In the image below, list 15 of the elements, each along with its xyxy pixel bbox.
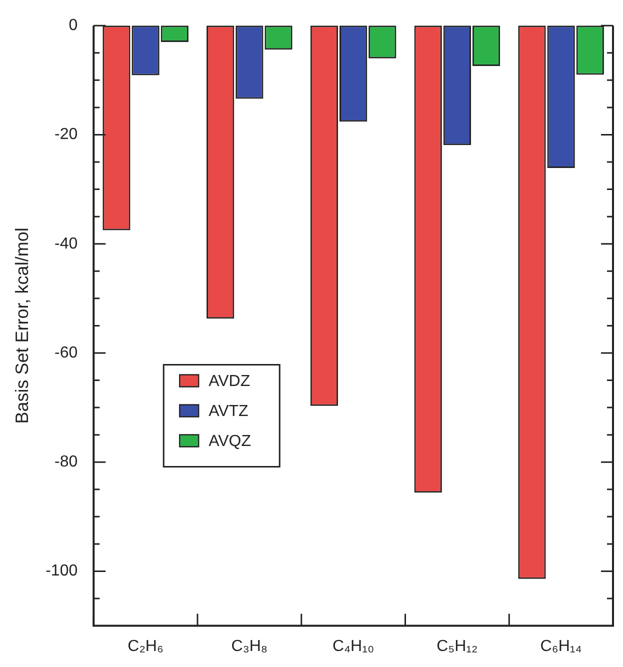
legend-label: AVQZ <box>208 433 252 450</box>
x-tick-label: C₃H₈ <box>231 638 268 655</box>
y-tick-label: -20 <box>54 126 78 144</box>
legend-label: AVDZ <box>208 373 250 390</box>
x-tick-label: C₅H₁₂ <box>436 638 478 655</box>
legend-label: AVTZ <box>208 403 249 420</box>
y-tick-label: 0 <box>68 17 78 34</box>
y-tick-label: -40 <box>54 235 78 252</box>
y-tick-label: -80 <box>54 454 78 471</box>
x-tick-label: C₆H₁₄ <box>540 638 582 655</box>
y-tick-label: -60 <box>54 344 78 362</box>
x-tick-label: C₂H₆ <box>128 638 164 655</box>
x-tick-label: C₄H₁₀ <box>332 638 374 655</box>
y-tick-label: -100 <box>46 562 78 580</box>
y-axis-title: Basis Set Error, kcal/mol <box>12 228 32 424</box>
